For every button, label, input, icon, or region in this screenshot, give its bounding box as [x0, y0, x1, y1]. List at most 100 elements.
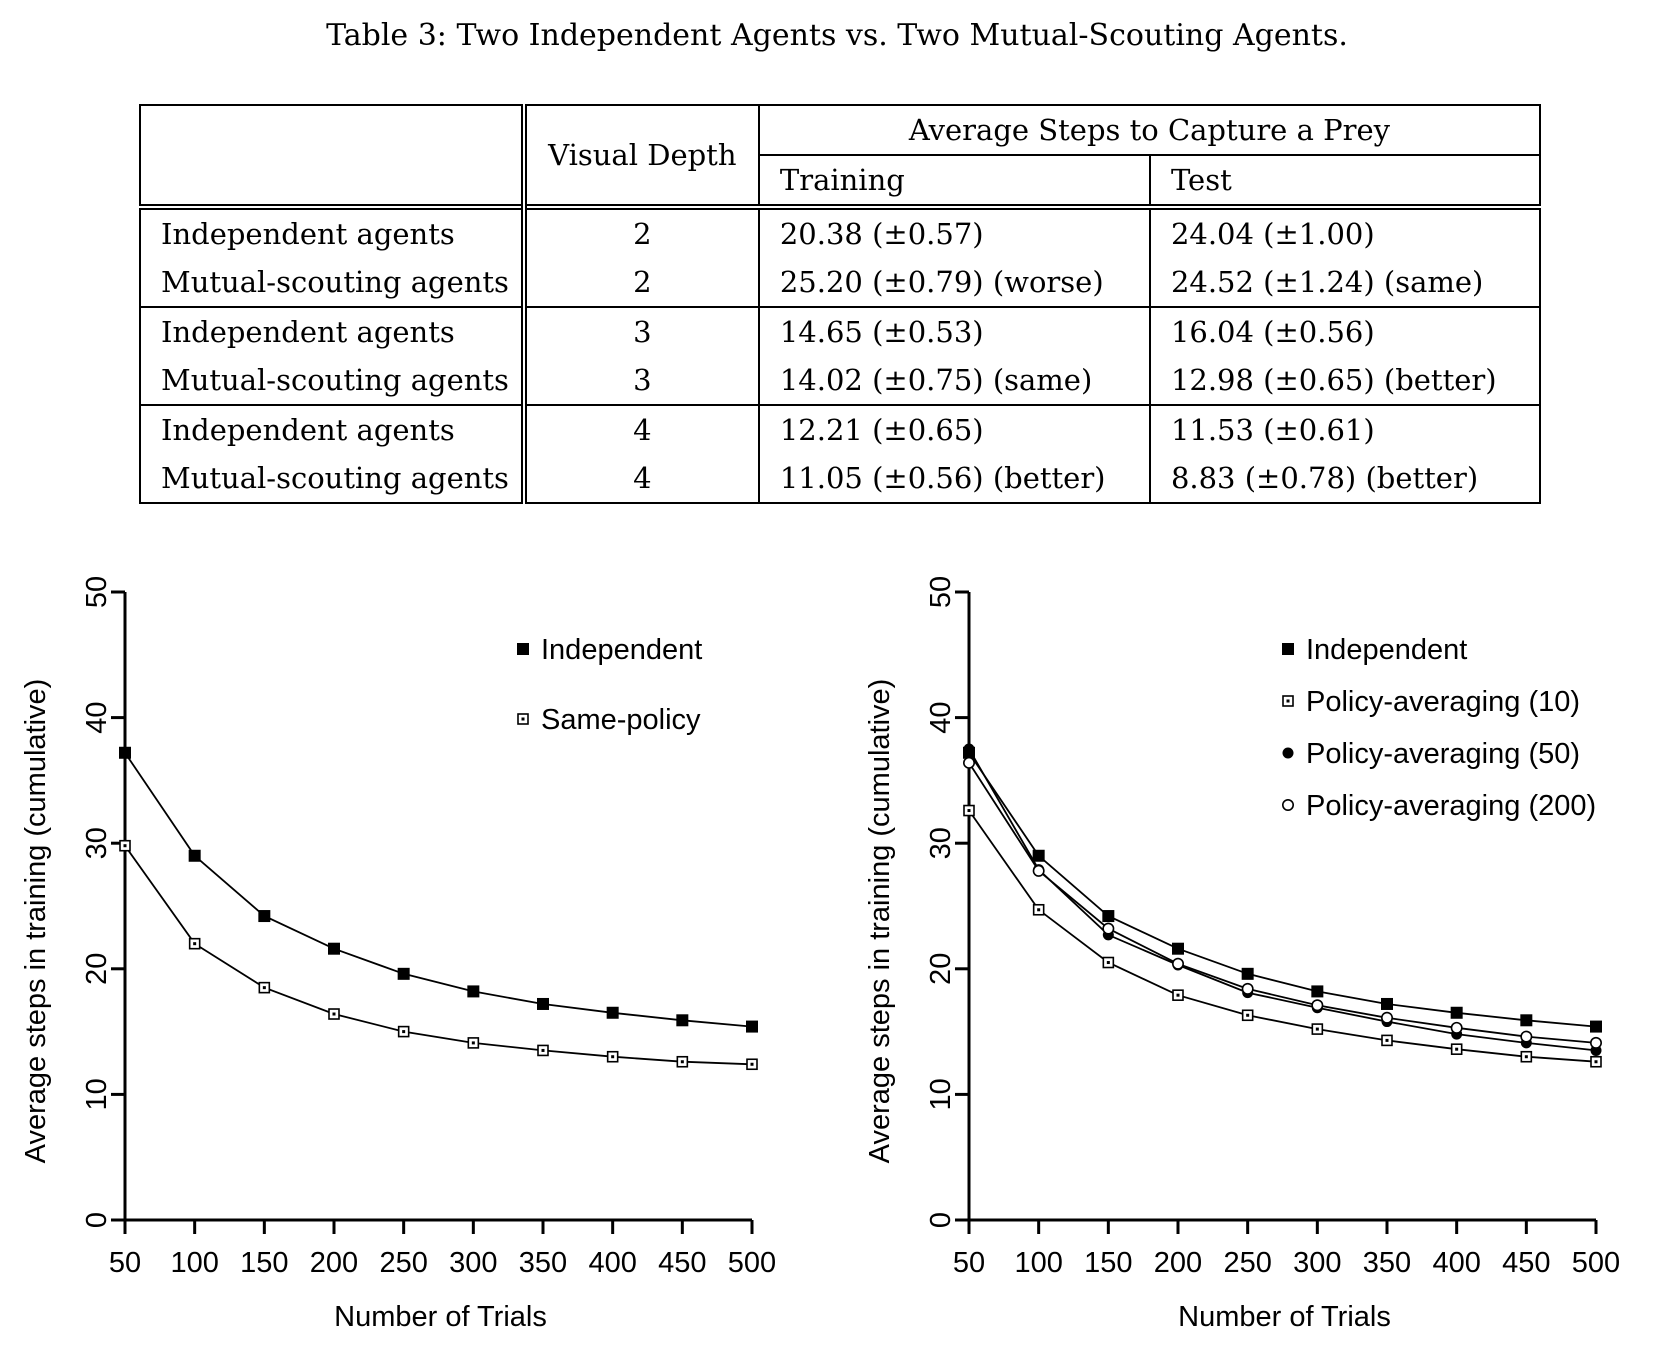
- legend-marker: [1282, 747, 1294, 759]
- series-line: [968, 752, 1597, 1028]
- agent-cell: Mutual-scouting agents: [139, 258, 527, 307]
- table-row: Independent agents 4 12.21 (±0.65) 11.53…: [139, 404, 1542, 454]
- data-point-dot: [262, 986, 266, 990]
- test-cell: 8.83 (±0.78) (better): [1148, 454, 1542, 504]
- legend-label: Independent: [1306, 634, 1467, 666]
- training-cell: 12.21 (±0.65): [757, 404, 1151, 454]
- data-point-dot: [1176, 993, 1180, 997]
- y-tick-label: 10: [81, 1078, 113, 1110]
- data-point-dot: [332, 1012, 336, 1016]
- legend-label: Policy-averaging (50): [1306, 738, 1580, 770]
- series-line: [124, 752, 753, 1028]
- data-point: [1311, 999, 1324, 1012]
- data-point: [397, 967, 410, 980]
- legend-marker: [1282, 643, 1294, 655]
- legend-marker: [1281, 799, 1294, 812]
- y-tick-label: 20: [81, 953, 113, 985]
- x-tick-label: 100: [170, 1247, 218, 1279]
- depth-cell: 3: [522, 306, 760, 356]
- header-empty-cell: [139, 104, 527, 208]
- x-tick-label: 200: [1154, 1247, 1202, 1279]
- x-tick-label: 50: [953, 1247, 985, 1279]
- data-point: [1241, 982, 1254, 995]
- agent-cell: Independent agents: [139, 204, 527, 258]
- data-point-dot: [1455, 1047, 1459, 1051]
- x-tick-label: 150: [1084, 1247, 1132, 1279]
- y-tick-label: 30: [81, 827, 113, 859]
- legend-label: Same-policy: [541, 704, 701, 736]
- training-cell: 14.65 (±0.53): [757, 306, 1151, 356]
- series-line: [968, 762, 1597, 1044]
- training-cell: 20.38 (±0.57): [757, 204, 1151, 258]
- data-point: [1032, 849, 1045, 862]
- x-tick-label: 350: [1363, 1247, 1411, 1279]
- data-point-dot: [1524, 1055, 1528, 1059]
- header-training: Training: [757, 154, 1151, 208]
- table-row: Independent agents 3 14.65 (±0.53) 16.04…: [139, 306, 1542, 356]
- y-tick-label: 0: [925, 1212, 957, 1228]
- data-point: [1032, 864, 1045, 877]
- y-tick-label: 40: [81, 701, 113, 733]
- y-axis-label: Average steps in training (cumulative): [20, 679, 52, 1164]
- data-point-dot: [1594, 1060, 1598, 1064]
- agent-cell: Independent agents: [139, 306, 527, 356]
- data-point-dot: [123, 844, 127, 848]
- data-point: [1589, 1036, 1602, 1049]
- data-point-dot: [1385, 1038, 1389, 1042]
- x-tick-label: 450: [658, 1247, 706, 1279]
- test-cell: 12.98 (±0.65) (better): [1148, 356, 1542, 405]
- x-tick-label: 250: [1223, 1247, 1271, 1279]
- table-header-row: Visual Depth Average Steps to Capture a …: [139, 104, 1542, 208]
- x-axis-label: Number of Trials: [1178, 1301, 1391, 1333]
- depth-cell: 2: [522, 258, 760, 307]
- right-line-chart: 0 10 20 30 40 50 50 100 150 200 250 300 350 400 450 500…: [864, 576, 1620, 1333]
- depth-cell: 4: [522, 454, 760, 504]
- x-tick-label: 150: [240, 1247, 288, 1279]
- table-row: Mutual-scouting agents 3 14.02 (±0.75) (…: [139, 356, 1542, 405]
- legend-label: Policy-averaging (200): [1306, 790, 1596, 822]
- series-open-square: [963, 804, 1602, 1068]
- data-point: [963, 743, 975, 755]
- results-table: Visual Depth Average Steps to Capture a …: [139, 104, 1542, 504]
- data-point: [119, 746, 131, 759]
- data-point: [1380, 1011, 1393, 1024]
- data-point: [1450, 1006, 1463, 1019]
- x-tick-label: 300: [1293, 1247, 1341, 1279]
- data-point: [1381, 997, 1393, 1010]
- series-line: [968, 809, 1597, 1063]
- legend: Independent Same-policy: [517, 634, 702, 736]
- x-tick-label: 350: [519, 1247, 567, 1279]
- y-tick-label: 50: [81, 576, 113, 608]
- table-subheader-row: Training Test: [140, 154, 1542, 208]
- data-point-dot: [967, 809, 971, 813]
- training-cell: 14.02 (±0.75) (same): [757, 356, 1151, 405]
- data-point-dot: [680, 1060, 684, 1064]
- data-point: [258, 910, 271, 923]
- table-row: Mutual-scouting agents 4 11.05 (±0.56) (…: [139, 454, 1542, 504]
- table-caption: Table 3: Two Independent Agents vs. Two …: [326, 18, 1348, 53]
- data-point: [1520, 1030, 1533, 1043]
- y-tick-label: 50: [925, 576, 957, 608]
- data-point: [1172, 942, 1184, 955]
- data-point-dot: [471, 1041, 475, 1045]
- data-point-dot: [541, 1048, 545, 1052]
- series-open-circle: [963, 756, 1602, 1049]
- x-tick-label: 250: [379, 1247, 427, 1279]
- data-point-dot: [1106, 961, 1110, 965]
- y-axis-label: Average steps in training (cumulative): [864, 679, 896, 1164]
- x-tick-label: 400: [1432, 1247, 1480, 1279]
- header-average-steps: Average Steps to Capture a Prey: [757, 104, 1542, 156]
- x-tick-label: 300: [449, 1247, 497, 1279]
- left-line-chart: 0 10 20 30 40 50 50 100 150 200 250 300 350 400 450 500…: [20, 576, 776, 1333]
- data-point-dot: [1037, 908, 1041, 912]
- table-row: Independent agents 2 20.38 (±0.57) 24.04…: [139, 204, 1542, 258]
- y-tick-label: 20: [925, 953, 957, 985]
- data-point: [746, 1020, 758, 1033]
- x-tick-label: 100: [1014, 1247, 1062, 1279]
- data-point: [963, 756, 976, 769]
- data-point-dot: [750, 1062, 754, 1066]
- data-point: [537, 997, 549, 1010]
- y-tick-label: 10: [925, 1078, 957, 1110]
- legend-marker: [517, 643, 529, 655]
- series-filled-square: [119, 746, 758, 1033]
